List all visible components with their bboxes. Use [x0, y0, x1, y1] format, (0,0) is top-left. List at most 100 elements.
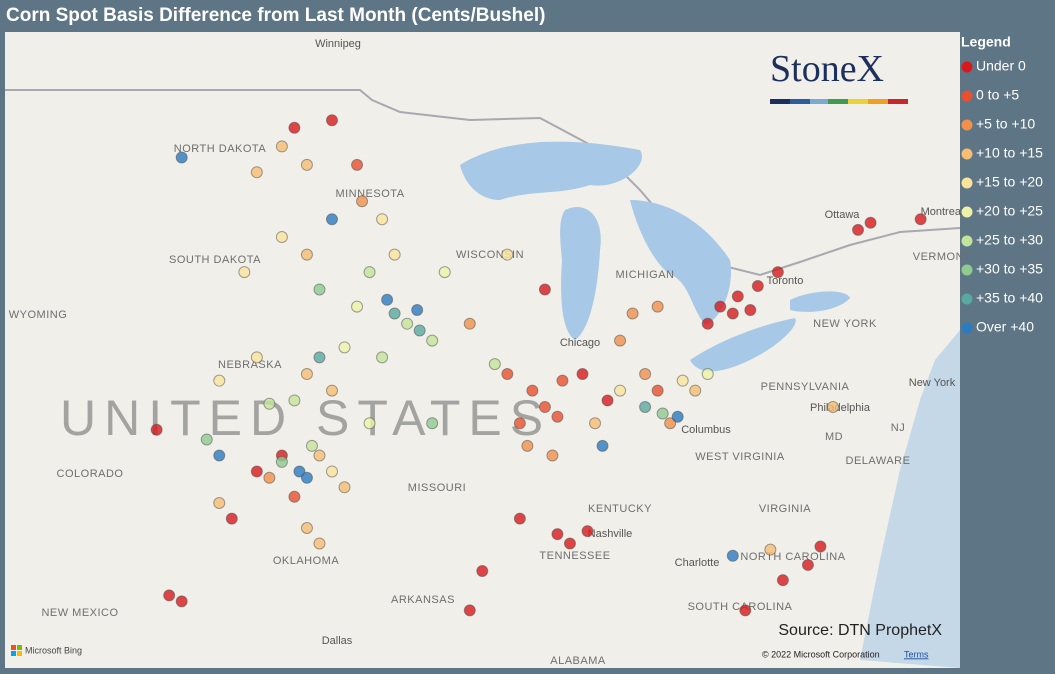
point [351, 158, 364, 171]
point [556, 374, 569, 387]
point [581, 525, 594, 538]
point [300, 158, 313, 171]
point [501, 248, 514, 261]
legend-swatch [961, 90, 973, 102]
legend-label[interactable]: +30 to +35 [976, 261, 1043, 277]
point [914, 213, 927, 226]
map-label: PENNSYLVANIA [761, 381, 850, 393]
point [250, 351, 263, 364]
point [325, 384, 338, 397]
point [551, 410, 564, 423]
point [513, 417, 526, 430]
point [250, 465, 263, 478]
point [463, 317, 476, 330]
legend-swatch [961, 177, 973, 189]
point [726, 307, 739, 320]
legend-swatch [961, 119, 973, 131]
point [275, 230, 288, 243]
legend-label[interactable]: +20 to +25 [976, 203, 1043, 219]
point [313, 351, 326, 364]
legend-swatch [961, 148, 973, 160]
point [639, 400, 652, 413]
point [614, 334, 627, 347]
map-label: ARKANSAS [391, 594, 455, 606]
map: Winnipeg NORTH DAKOTA MINNESOTA SOUTH DA… [5, 32, 971, 668]
point [601, 394, 614, 407]
point [356, 195, 369, 208]
legend-label[interactable]: Over +40 [976, 319, 1034, 335]
legend-swatch [961, 235, 973, 247]
point [538, 283, 551, 296]
point [639, 368, 652, 381]
point [363, 417, 376, 430]
map-label: OKLAHOMA [273, 555, 340, 567]
legend-label[interactable]: Under 0 [976, 58, 1026, 74]
point [411, 304, 424, 317]
point [596, 439, 609, 452]
point [463, 604, 476, 617]
legend-swatch [961, 264, 973, 276]
point [689, 384, 702, 397]
point [656, 407, 669, 420]
point [325, 213, 338, 226]
map-label: Montreal [921, 206, 964, 218]
point [501, 368, 514, 381]
point [771, 266, 784, 279]
map-label: VERMONT [913, 251, 972, 263]
map-label: UNITED STATES [60, 390, 551, 446]
point [701, 317, 714, 330]
point [305, 439, 318, 452]
point [300, 521, 313, 534]
point [614, 384, 627, 397]
point [739, 604, 752, 617]
point [526, 384, 539, 397]
map-label: SOUTH CAROLINA [688, 601, 793, 613]
map-label: Winnipeg [315, 38, 361, 50]
map-label: Nashville [588, 528, 633, 540]
legend-label[interactable]: +5 to +10 [976, 116, 1035, 132]
map-label: NJ [891, 422, 905, 434]
legend-label[interactable]: +15 to +20 [976, 174, 1043, 190]
map-label: Charlotte [675, 557, 720, 569]
point [438, 266, 451, 279]
legend-label[interactable]: +10 to +15 [976, 145, 1043, 161]
point [426, 417, 439, 430]
point [671, 410, 684, 423]
point [288, 121, 301, 134]
map-label: WISCONSIN [456, 249, 524, 261]
legend-label[interactable]: +35 to +40 [976, 290, 1043, 306]
map-label: NEW YORK [813, 318, 877, 330]
point [814, 540, 827, 553]
map-label: Toronto [767, 275, 804, 287]
map-label: KENTUCKY [588, 503, 652, 515]
legend-label[interactable]: 0 to +5 [976, 87, 1019, 103]
map-label: WEST VIRGINIA [695, 451, 785, 463]
point [546, 449, 559, 462]
point [163, 589, 176, 602]
point [651, 300, 664, 313]
point [288, 490, 301, 503]
point [363, 266, 376, 279]
legend-label[interactable]: +25 to +30 [976, 232, 1043, 248]
point [764, 543, 777, 556]
map-label: ALABAMA [550, 655, 606, 667]
title: Corn Spot Basis Difference from Last Mon… [6, 5, 545, 26]
logo: StoneX [770, 48, 884, 90]
point [325, 114, 338, 127]
point [388, 307, 401, 320]
point [225, 512, 238, 525]
terms-link[interactable]: Terms [904, 649, 929, 659]
lake-ontario [790, 291, 850, 312]
point [275, 140, 288, 153]
point [626, 307, 639, 320]
point [413, 324, 426, 337]
map-label: NORTH CAROLINA [740, 551, 845, 563]
map-label: Columbus [681, 424, 731, 436]
point [401, 317, 414, 330]
point [325, 465, 338, 478]
map-label: DELAWARE [846, 455, 911, 467]
point [776, 574, 789, 587]
point [263, 471, 276, 484]
map-label: SOUTH DAKOTA [169, 254, 261, 266]
point [826, 400, 839, 413]
